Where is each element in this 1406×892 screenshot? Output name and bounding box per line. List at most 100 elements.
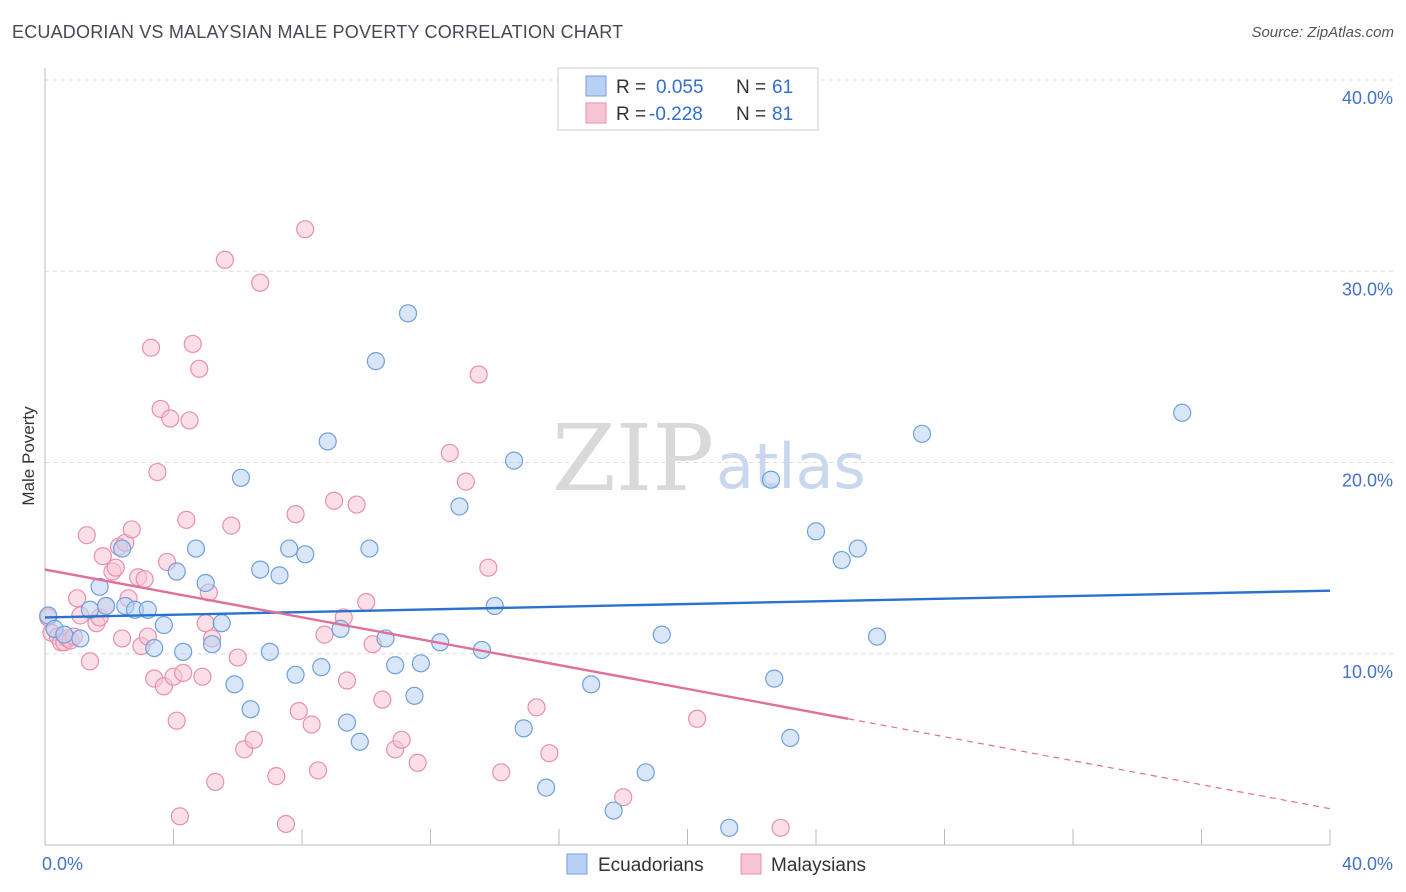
ecuadorian-point-5 [90,577,109,596]
malaysian-point-76 [527,698,546,717]
malaysian-point-58 [302,715,321,734]
x-tick-labels: 0.0% 40.0% [42,854,1393,874]
malaysian-point-55 [286,505,305,524]
malaysian-point-59 [308,761,328,780]
chart-source: Source: ZipAtlas.com [1251,24,1394,41]
malaysian-point-8 [68,589,87,608]
ecuadorian-point-58 [867,627,887,646]
ecuadorian-point-48 [604,801,623,820]
ecuadorians-trend-line [44,589,1331,619]
chart-title: ECUADORIAN VS MALAYSIAN MALE POVERTY COR… [12,22,624,42]
ecuadorian-point-54 [781,728,800,748]
legend-r-value-1: 0.055 [656,77,704,98]
legend-n-label-2: N = [736,104,766,125]
malaysian-point-77 [540,744,559,763]
malaysian-point-67 [373,690,392,709]
ecuadorian-point-29 [318,432,337,451]
malaysian-point-51 [244,730,263,749]
malaysian-point-53 [267,767,286,786]
ecuadorian-point-32 [350,732,369,751]
malaysian-point-27 [141,338,161,357]
ecuadorian-point-12 [154,615,173,635]
malaysians-trend-extension [848,718,1331,810]
ecuadorian-point-46 [537,778,556,797]
ecuadorian-point-6 [96,596,116,616]
ecuadorian-point-3 [71,629,90,648]
ecuadorian-point-15 [186,539,206,558]
malaysian-point-60 [315,625,334,644]
malaysian-point-78 [614,788,633,807]
malaysian-point-54 [276,814,296,834]
malaysian-point-49 [228,648,247,667]
legend-n-value-1: 61 [772,77,793,98]
watermark-zip: ZIP [552,405,714,512]
ecuadorian-point-2 [55,625,74,644]
ecuadorian-point-49 [636,763,655,782]
y-tick-label-1: 20.0% [1342,471,1393,491]
malaysian-point-19 [112,629,132,648]
malaysian-point-65 [357,593,376,612]
ecuadorian-point-27 [296,545,315,564]
ecuadorian-point-26 [286,665,305,684]
legend-n-label-1: N = [736,77,766,98]
ecuadorian-point-60 [1173,403,1192,422]
ecuadorian-point-28 [312,658,331,677]
ecuadorian-point-51 [720,818,739,837]
bottom-legend-swatch-ecuadorians [566,853,588,875]
malaysian-point-37 [174,663,193,682]
malaysian-point-11 [80,652,100,671]
ecuadorian-point-13 [167,562,186,581]
malaysian-point-14 [93,547,112,566]
malaysian-point-70 [408,753,427,772]
ecuadorians-points [39,304,1192,837]
ecuadorian-point-53 [765,669,784,688]
ecuadorian-point-16 [196,573,215,593]
malaysian-point-47 [215,250,234,269]
malaysian-point-72 [456,472,475,491]
malaysian-point-69 [392,730,411,749]
ecuadorian-point-21 [241,700,260,719]
ecuadorian-point-52 [761,470,781,489]
malaysian-point-63 [337,671,357,690]
ecuadorian-point-31 [337,713,357,732]
ecuadorian-point-22 [251,560,270,579]
ecuadorian-point-11 [145,638,164,658]
malaysian-point-42 [193,667,212,686]
ecuadorian-point-50 [652,625,671,644]
y-tick-label-2: 30.0% [1342,279,1393,299]
watermark-atlas: atlas [716,430,866,503]
ecuadorian-point-43 [485,596,504,616]
malaysian-point-41 [190,359,209,378]
bottom-legend-swatch-malaysians [740,853,762,875]
trend-lines [44,568,1331,810]
y-tick-label-3: 40.0% [1342,88,1393,108]
malaysian-point-38 [177,510,196,529]
malaysian-point-40 [183,334,202,354]
malaysian-point-75 [492,763,511,782]
grid-lines [45,79,1395,655]
ecuadorian-point-34 [366,352,385,371]
malaysian-point-74 [479,558,498,577]
malaysian-point-36 [170,807,190,826]
legend-n-value-2: 81 [772,104,793,125]
axes [44,68,1331,846]
malaysian-point-57 [296,220,315,239]
malaysian-point-80 [771,818,790,837]
bottom-legend-ecuadorians: Ecuadorians [598,855,704,876]
ecuadorian-point-19 [225,675,244,694]
malaysian-point-29 [148,462,167,482]
malaysian-point-39 [180,411,199,430]
bottom-legend-malaysians: Malaysians [771,855,866,876]
ecuadorian-point-38 [405,686,424,705]
malaysian-point-25 [135,570,154,589]
legend-r-value-2: -0.228 [649,104,703,125]
ecuadorian-point-45 [514,719,533,738]
ecuadorian-point-39 [411,654,430,673]
malaysian-point-35 [167,711,186,730]
ecuadorian-point-18 [212,614,231,633]
malaysian-point-46 [206,772,225,791]
malaysian-point-52 [251,273,270,292]
ecuadorian-point-33 [360,539,379,558]
watermark: ZIP atlas [552,405,866,512]
